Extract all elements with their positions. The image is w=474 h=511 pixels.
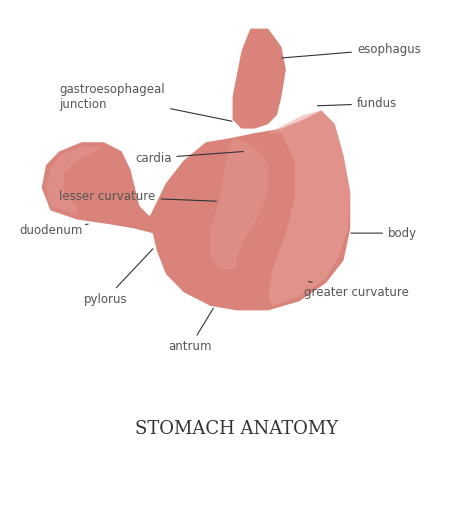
Text: body: body bbox=[351, 226, 417, 240]
Text: STOMACH ANATOMY: STOMACH ANATOMY bbox=[136, 420, 338, 437]
Text: pylorus: pylorus bbox=[84, 249, 153, 306]
Polygon shape bbox=[42, 142, 162, 233]
Text: gastroesophageal
junction: gastroesophageal junction bbox=[59, 83, 232, 121]
Text: cardia: cardia bbox=[135, 152, 243, 165]
Text: fundus: fundus bbox=[318, 97, 397, 110]
Text: greater curvature: greater curvature bbox=[304, 282, 409, 299]
Polygon shape bbox=[148, 110, 350, 310]
Text: lesser curvature: lesser curvature bbox=[59, 190, 217, 203]
Text: VectorStock: VectorStock bbox=[14, 493, 90, 503]
Polygon shape bbox=[210, 137, 268, 269]
Text: VectorStock.com/16893189: VectorStock.com/16893189 bbox=[344, 493, 460, 502]
Text: esophagus: esophagus bbox=[282, 42, 421, 58]
Polygon shape bbox=[233, 29, 286, 129]
Polygon shape bbox=[46, 147, 104, 215]
Text: antrum: antrum bbox=[168, 308, 213, 353]
Polygon shape bbox=[268, 110, 350, 306]
Text: duodenum: duodenum bbox=[19, 224, 88, 237]
